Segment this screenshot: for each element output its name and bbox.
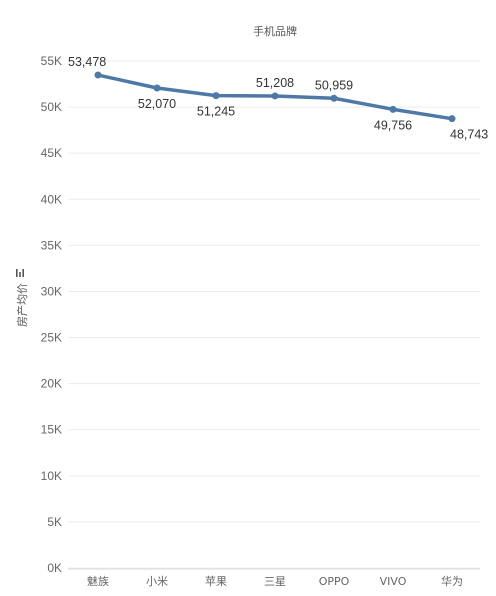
y-tick-label: 5K: [47, 515, 62, 529]
x-axis: 魅族 小米 苹果 三星 OPPO VIVO 华为: [68, 568, 480, 588]
data-label: 51,245: [197, 105, 235, 119]
data-point[interactable]: [94, 71, 102, 79]
y-tick-label: 35K: [41, 238, 62, 252]
x-tick-label: 苹果: [205, 574, 227, 588]
data-label: 48,743: [450, 128, 488, 142]
y-tick-label: 25K: [41, 331, 62, 345]
x-tick-label: 华为: [441, 574, 463, 588]
data-points: [94, 71, 456, 123]
y-axis-title: 房产均价: [15, 283, 29, 327]
data-label: 53,478: [68, 55, 106, 69]
y-axis: 0K 5K 10K 15K 20K 25K 30K 35K 40K 45K 50K 55K: [41, 54, 62, 575]
y-tick-label: 40K: [41, 192, 62, 206]
y-tick-label: 45K: [41, 146, 62, 160]
data-point[interactable]: [271, 92, 279, 100]
x-tick-label: OPPO: [319, 575, 350, 588]
y-axis-title-group: 房产均价: [15, 269, 29, 327]
y-tick-label: 50K: [41, 100, 62, 114]
data-point[interactable]: [153, 84, 161, 92]
y-tick-label: 30K: [41, 284, 62, 298]
data-point[interactable]: [330, 94, 338, 102]
x-tick-label: 三星: [264, 575, 286, 588]
x-tick-label: VIVO: [380, 575, 407, 588]
gridlines: [68, 60, 480, 569]
x-tick-label: 魅族: [87, 574, 109, 588]
x-tick-label: 小米: [146, 575, 168, 588]
data-label: 52,070: [138, 97, 176, 111]
bar-chart-icon: [16, 269, 25, 277]
data-point[interactable]: [389, 105, 397, 113]
data-point[interactable]: [448, 115, 456, 123]
y-tick-label: 0K: [47, 561, 62, 575]
y-tick-label: 15K: [41, 423, 62, 437]
data-label: 49,756: [374, 118, 412, 132]
y-tick-label: 10K: [41, 469, 62, 483]
chart-title: 手机品牌: [253, 24, 297, 38]
y-tick-label: 20K: [41, 377, 62, 391]
y-tick-label: 55K: [41, 54, 62, 68]
data-label: 51,208: [256, 76, 294, 90]
data-label: 50,959: [315, 78, 353, 92]
data-point[interactable]: [212, 92, 220, 100]
data-labels: 53,478 52,070 51,245 51,208 50,959 49,756 48,7…: [68, 55, 488, 142]
